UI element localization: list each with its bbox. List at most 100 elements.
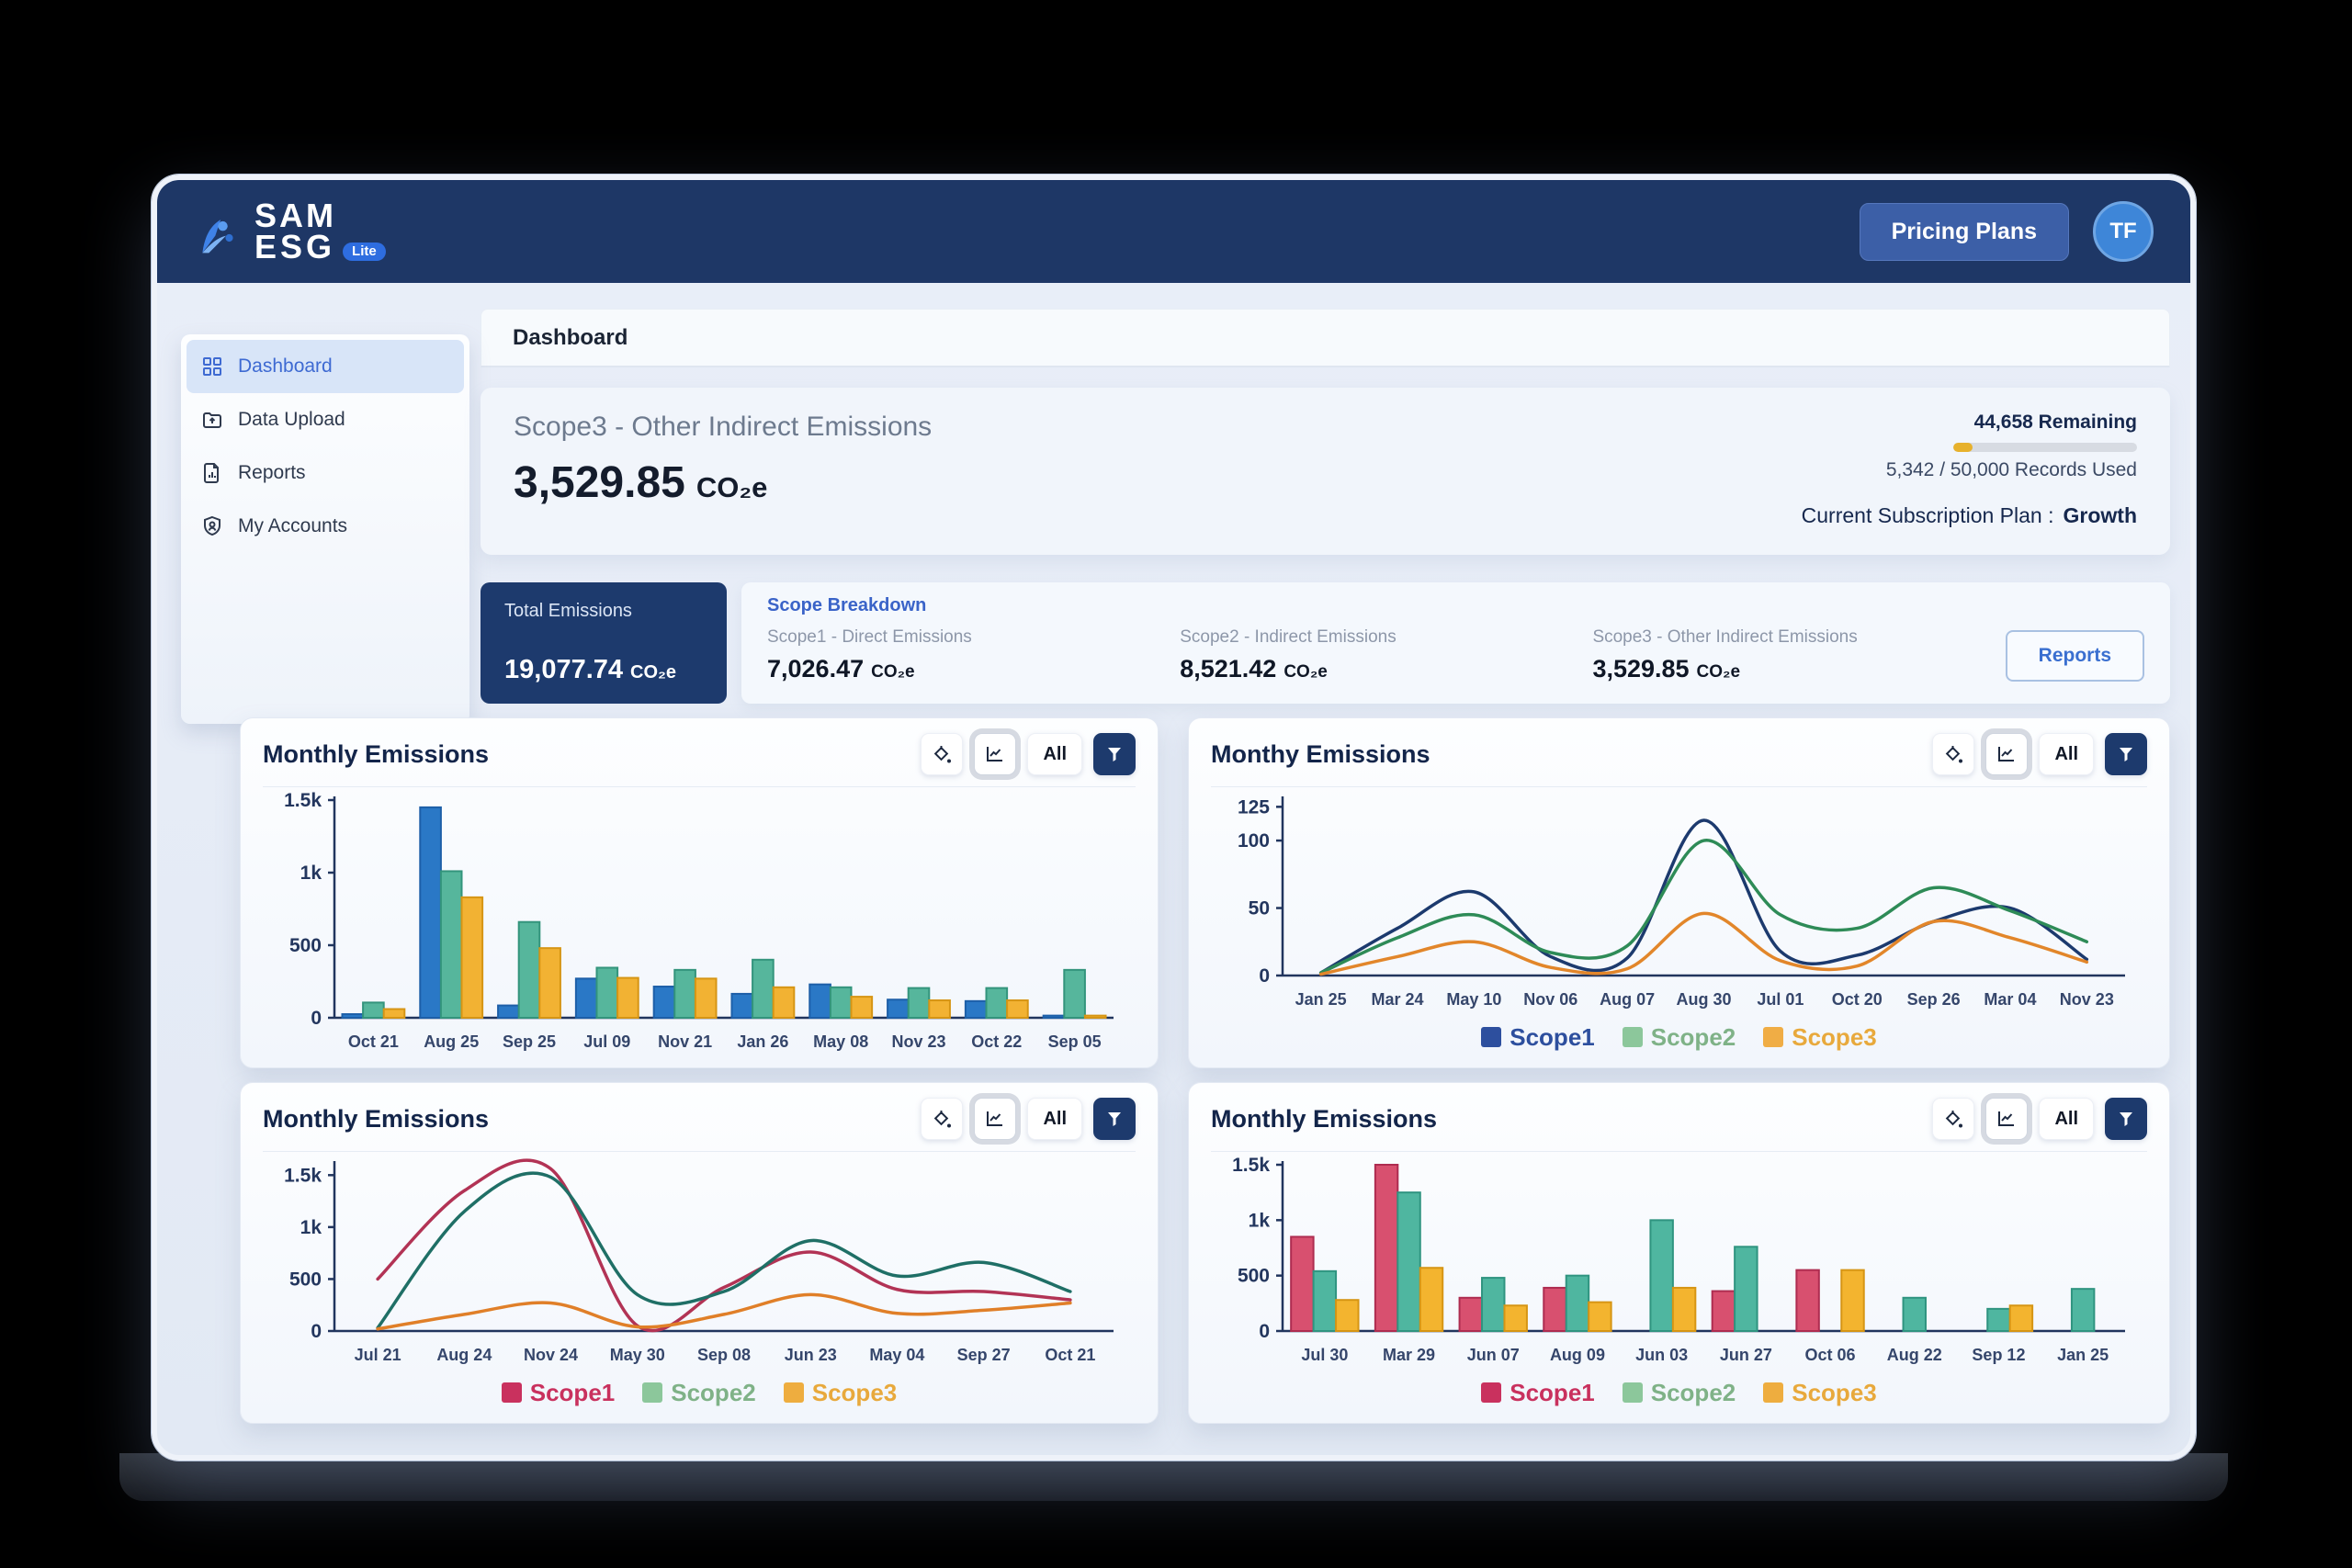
legend-item[interactable]: Scope3 bbox=[1763, 1023, 1877, 1052]
dashboard-grid-icon bbox=[203, 357, 221, 376]
filter-all-button[interactable]: All bbox=[2039, 1098, 2094, 1140]
app-header: SAM ESG Lite Pricing Plans TF bbox=[157, 180, 2190, 283]
reports-button[interactable]: Reports bbox=[2005, 629, 2145, 682]
user-avatar[interactable]: TF bbox=[2093, 201, 2154, 262]
svg-text:May 04: May 04 bbox=[869, 1346, 924, 1364]
legend-item[interactable]: Scope2 bbox=[1622, 1023, 1736, 1052]
chart-toolbar: All bbox=[1932, 1098, 2147, 1140]
svg-text:1.5k: 1.5k bbox=[1232, 1155, 1270, 1176]
svg-text:Oct 21: Oct 21 bbox=[348, 1032, 399, 1051]
svg-text:1k: 1k bbox=[1249, 1210, 1271, 1231]
svg-text:Aug 25: Aug 25 bbox=[424, 1032, 479, 1051]
monthly-emissions-line-chart: 125 100 50 0 Jan 25 Mar 24 May 10 Nov 06 Aug 07 A… bbox=[1211, 787, 2147, 1016]
legend-item[interactable]: Scope1 bbox=[1481, 1379, 1595, 1407]
svg-text:May 30: May 30 bbox=[610, 1346, 665, 1364]
chart-legend: Scope1 Scope2 Scope3 bbox=[263, 1371, 1136, 1414]
legend-swatch-icon bbox=[1622, 1382, 1643, 1403]
sidebar-item-label: Data Upload bbox=[238, 409, 345, 430]
records-used: 5,342 / 50,000 Records Used bbox=[1885, 459, 2137, 480]
filter-button[interactable] bbox=[2105, 1098, 2147, 1140]
paint-bucket-icon bbox=[1946, 746, 1963, 763]
filter-button[interactable] bbox=[2105, 733, 2147, 775]
chart-type-button[interactable] bbox=[1985, 1098, 2029, 1140]
paint-bucket-button[interactable] bbox=[1932, 733, 1975, 775]
chart-title: Monthly Emissions bbox=[263, 1104, 490, 1133]
svg-text:Mar 29: Mar 29 bbox=[1383, 1346, 1435, 1364]
pricing-plans-button[interactable]: Pricing Plans bbox=[1859, 202, 2069, 261]
svg-text:Sep 12: Sep 12 bbox=[1972, 1346, 2025, 1364]
svg-text:Aug 22: Aug 22 bbox=[1887, 1346, 1942, 1364]
legend-swatch-icon bbox=[1481, 1382, 1502, 1403]
filter-all-button[interactable]: All bbox=[2039, 733, 2094, 775]
legend-swatch-icon bbox=[501, 1382, 522, 1403]
line-chart-icon bbox=[987, 747, 1003, 761]
svg-text:Oct 20: Oct 20 bbox=[1832, 990, 1883, 1009]
records-progress-fill bbox=[1953, 443, 1973, 452]
scope-breakdown-title: Scope Breakdown bbox=[767, 595, 927, 615]
sidebar: Dashboard Data Upload Reports bbox=[181, 334, 469, 724]
svg-text:Nov 06: Nov 06 bbox=[1523, 990, 1577, 1009]
legend-label: Scope1 bbox=[529, 1378, 616, 1406]
legend-item[interactable]: Scope2 bbox=[1622, 1379, 1736, 1407]
svg-text:Sep 05: Sep 05 bbox=[1048, 1032, 1102, 1051]
filter-button[interactable] bbox=[1093, 733, 1136, 775]
sidebar-item-my-accounts[interactable]: My Accounts bbox=[187, 500, 464, 553]
legend-item[interactable]: Scope1 bbox=[501, 1378, 616, 1407]
breadcrumb-bar: Dashboard bbox=[481, 309, 2170, 367]
svg-text:1k: 1k bbox=[300, 863, 322, 884]
line-chart-icon bbox=[1998, 747, 2015, 761]
chart-toolbar: All bbox=[921, 1098, 1136, 1140]
svg-text:Jan 26: Jan 26 bbox=[737, 1032, 788, 1051]
svg-text:Aug 24: Aug 24 bbox=[436, 1346, 492, 1364]
svg-text:Sep 26: Sep 26 bbox=[1907, 990, 1961, 1009]
svg-text:Oct 06: Oct 06 bbox=[1805, 1346, 1856, 1364]
sidebar-item-reports[interactable]: Reports bbox=[187, 446, 464, 500]
legend-label: Scope2 bbox=[671, 1378, 756, 1406]
legend-item[interactable]: Scope3 bbox=[1763, 1379, 1877, 1407]
sidebar-item-data-upload[interactable]: Data Upload bbox=[187, 393, 464, 446]
paint-bucket-icon bbox=[934, 746, 952, 763]
svg-text:May 08: May 08 bbox=[813, 1032, 868, 1051]
legend-swatch-icon bbox=[1763, 1382, 1784, 1403]
paint-bucket-icon bbox=[1946, 1111, 1963, 1128]
scope2-stat: Scope2 - Indirect Emissions 8,521.42 CO₂e bbox=[1180, 627, 1396, 682]
svg-text:Nov 23: Nov 23 bbox=[891, 1032, 945, 1051]
legend-item[interactable]: Scope3 bbox=[783, 1378, 898, 1407]
legend-item[interactable]: Scope2 bbox=[642, 1379, 756, 1407]
app-logo[interactable]: SAM ESG Lite bbox=[194, 198, 386, 265]
svg-text:Sep 25: Sep 25 bbox=[503, 1032, 556, 1051]
filter-button[interactable] bbox=[1093, 1098, 1136, 1140]
monthly-emissions-bar-chart: 1.5k 1k 500 0 Jul 30 Mar 29 Jun 07 Aug 09 Jun 03… bbox=[1211, 1152, 2147, 1371]
chart-type-button[interactable] bbox=[974, 1098, 1017, 1140]
total-emissions-value: 19,077.74 CO₂e bbox=[504, 655, 677, 684]
legend-item[interactable]: Scope1 bbox=[1481, 1023, 1595, 1052]
logo-line2: ESG bbox=[254, 228, 336, 265]
legend-label: Scope1 bbox=[1510, 1378, 1595, 1406]
svg-text:500: 500 bbox=[1238, 1266, 1270, 1287]
total-emissions-card: Total Emissions 19,077.74 CO₂e bbox=[481, 582, 727, 704]
legend-label: Scope3 bbox=[811, 1378, 898, 1406]
bar-chart-svg: 1.5k 1k 500 0 Jul 30 Mar 29 Jun 07 Aug 09 Jun 03… bbox=[1232, 1155, 2125, 1364]
scope-breakdown-card: Scope Breakdown Scope1 - Direct Emission… bbox=[741, 582, 2170, 704]
monthly-emissions-bar-chart: 1.5k 1k 500 0 Oct 21 Aug 25 Sep 25 Jul 09 Nov 21… bbox=[263, 787, 1136, 1058]
records-remaining: 44,658 Remaining bbox=[1973, 412, 2137, 433]
filter-all-button[interactable]: All bbox=[1027, 733, 1082, 775]
svg-text:Sep 08: Sep 08 bbox=[697, 1346, 751, 1364]
chart-type-button[interactable] bbox=[974, 733, 1017, 775]
hero-title: Scope3 - Other Indirect Emissions bbox=[514, 412, 933, 442]
total-emissions-label: Total Emissions bbox=[504, 601, 632, 621]
paint-bucket-button[interactable] bbox=[1932, 1098, 1975, 1140]
summary-row: Total Emissions 19,077.74 CO₂e Scope Brea… bbox=[481, 582, 2170, 704]
legend-label: Scope3 bbox=[1792, 1022, 1877, 1051]
logo-mark-icon bbox=[202, 220, 233, 254]
chart-type-button[interactable] bbox=[1985, 733, 2029, 775]
sidebar-item-dashboard[interactable]: Dashboard bbox=[187, 340, 464, 393]
sidebar-item-label: Dashboard bbox=[238, 355, 333, 377]
window-reflection bbox=[119, 1453, 2228, 1501]
folder-upload-icon bbox=[203, 412, 221, 428]
svg-text:Aug 09: Aug 09 bbox=[1550, 1346, 1605, 1364]
paint-bucket-button[interactable] bbox=[921, 733, 964, 775]
paint-bucket-button[interactable] bbox=[921, 1098, 964, 1140]
filter-all-button[interactable]: All bbox=[1027, 1098, 1082, 1140]
